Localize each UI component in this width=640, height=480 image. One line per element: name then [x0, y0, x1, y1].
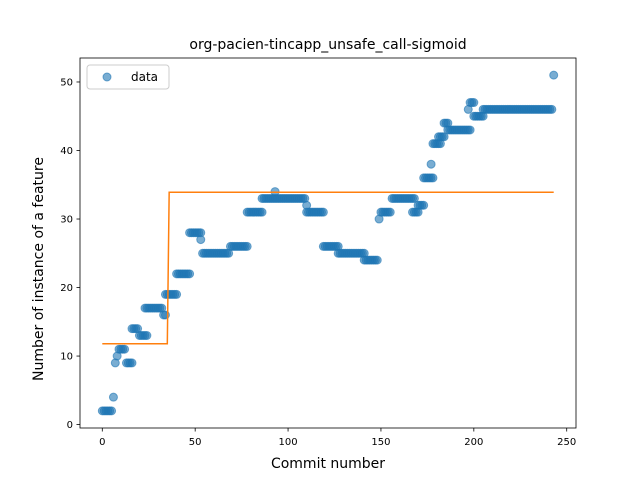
- x-tick-label: 200: [464, 437, 483, 448]
- data-point: [439, 132, 449, 142]
- axes-frame: [79, 57, 577, 429]
- data-point: [108, 392, 118, 402]
- chart-title: org-pacien-tincapp_unsafe_call-sigmoid: [189, 37, 466, 53]
- data-point: [142, 331, 152, 340]
- data-point: [257, 207, 267, 217]
- plot-area: [97, 70, 559, 416]
- data-point: [549, 70, 559, 80]
- data-point: [426, 159, 436, 169]
- x-tick-label: 150: [371, 437, 390, 448]
- y-tick-label: 20: [60, 283, 73, 294]
- data-point: [196, 235, 206, 245]
- y-tick-label: 50: [60, 77, 73, 88]
- y-tick-label: 40: [60, 146, 73, 157]
- x-tick-label: 250: [557, 437, 576, 448]
- legend-marker: [102, 72, 112, 82]
- x-tick-label: 100: [279, 437, 298, 448]
- data-point: [107, 406, 117, 416]
- axes: 0 50 100 150 200 250 0 10 20 30 40 50: [60, 57, 577, 448]
- data-point: [120, 344, 130, 354]
- data-point: [172, 289, 182, 299]
- y-tick-label: 0: [67, 420, 73, 431]
- legend-label: data: [131, 70, 158, 84]
- data-point: [409, 193, 419, 203]
- fit-line: [102, 191, 554, 345]
- data-point: [318, 207, 328, 217]
- x-tick-label: 0: [99, 437, 105, 448]
- data-point: [372, 255, 382, 265]
- data-point: [419, 200, 429, 210]
- x-axis-label: Commit number: [271, 456, 385, 472]
- y-tick-label: 10: [60, 352, 73, 363]
- data-point: [547, 104, 557, 114]
- y-axis-label: Number of instance of a feature: [31, 157, 47, 381]
- data-point: [385, 207, 395, 217]
- data-point: [127, 358, 137, 368]
- y-tick-label: 30: [60, 215, 73, 226]
- legend: data: [86, 64, 170, 90]
- legend-box: [86, 64, 170, 90]
- data-point: [428, 173, 438, 183]
- data-point: [242, 241, 252, 251]
- data-point: [185, 269, 195, 279]
- x-tick-label: 50: [189, 437, 202, 448]
- data-point: [469, 98, 479, 108]
- data-point: [465, 125, 475, 135]
